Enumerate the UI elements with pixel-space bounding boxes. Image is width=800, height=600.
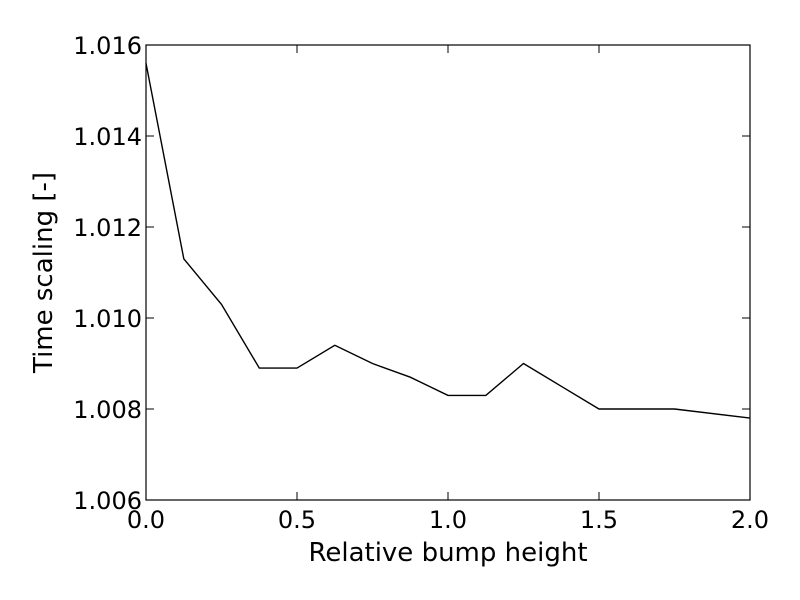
plot-frame [145, 44, 751, 501]
x-tick-label: 2.0 [731, 506, 769, 534]
x-tick-label: 0.5 [278, 506, 316, 534]
x-tick-label: 0.0 [127, 506, 165, 534]
x-tick-label: 1.0 [429, 506, 467, 534]
y-tick-label: 1.010 [73, 305, 142, 333]
x-tick-label: 1.5 [580, 506, 618, 534]
y-tick-label: 1.014 [73, 123, 142, 151]
y-axis-label: Time scaling [-] [29, 172, 59, 374]
series-line [145, 63, 751, 419]
axis-ticks [145, 44, 751, 501]
y-tick-label: 1.016 [73, 32, 142, 60]
series-group [145, 63, 751, 419]
y-tick-label: 1.012 [73, 214, 142, 242]
tick-labels: 0.0 0.5 1.0 1.5 2.0 1.006 1.008 1.010 1.012 1.014… [73, 32, 769, 534]
y-tick-label: 1.006 [73, 487, 142, 515]
y-tick-label: 1.008 [73, 396, 142, 424]
x-axis-label: Relative bump height [308, 538, 587, 568]
